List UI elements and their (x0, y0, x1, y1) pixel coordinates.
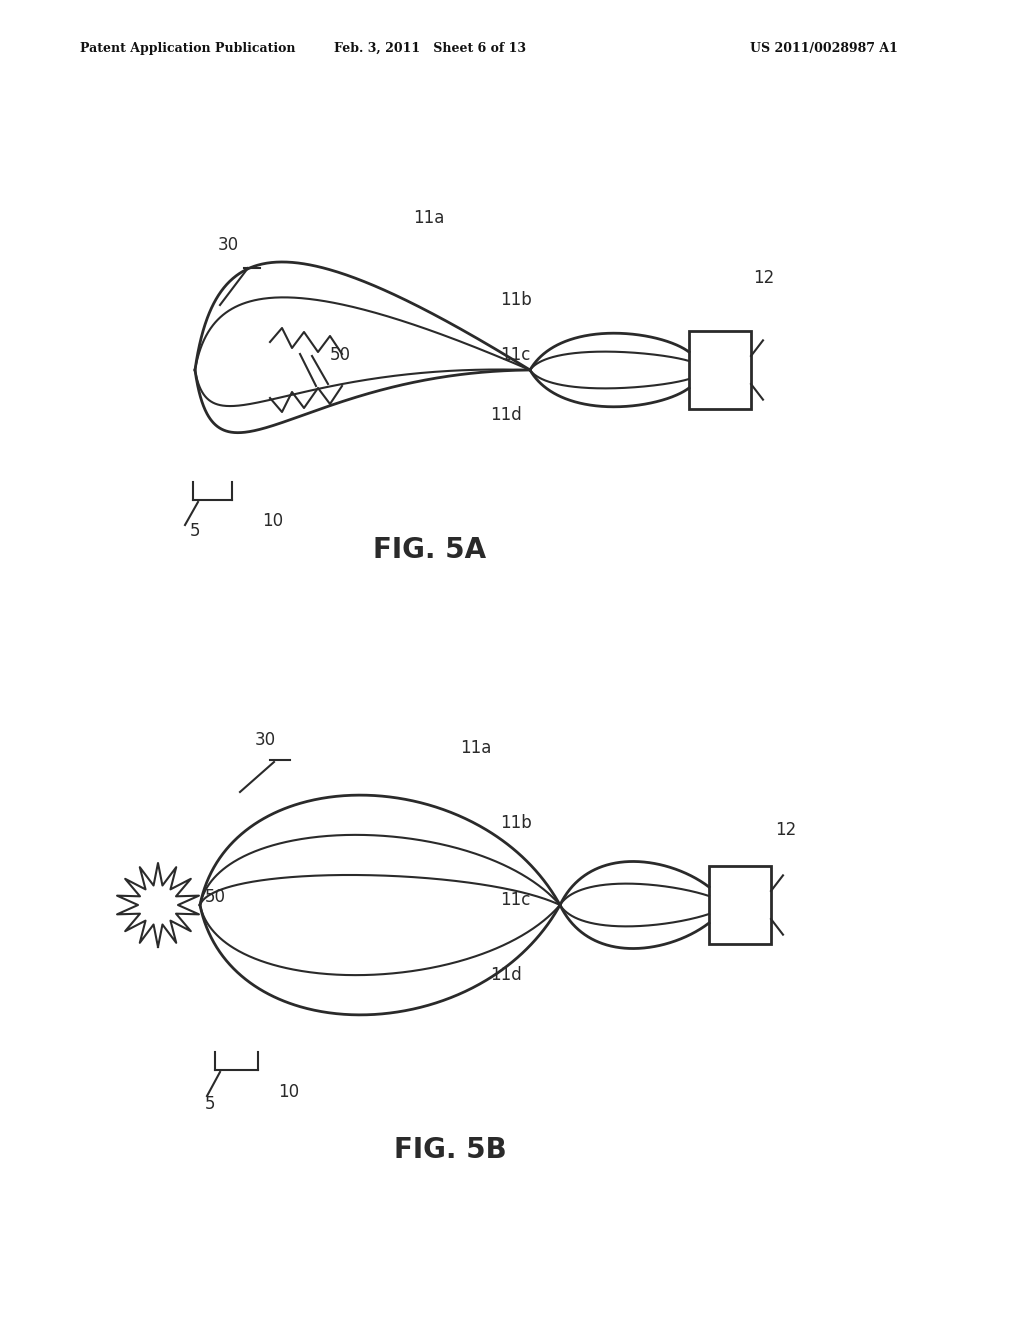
Text: 11c: 11c (500, 891, 530, 909)
Text: 50: 50 (205, 888, 226, 906)
Text: 12: 12 (753, 269, 774, 286)
Text: 30: 30 (217, 236, 239, 253)
Text: Patent Application Publication: Patent Application Publication (80, 42, 296, 55)
Text: Feb. 3, 2011   Sheet 6 of 13: Feb. 3, 2011 Sheet 6 of 13 (334, 42, 526, 55)
Text: 11a: 11a (413, 209, 444, 227)
Text: 5: 5 (189, 521, 201, 540)
Text: 11b: 11b (500, 814, 531, 832)
Text: 12: 12 (775, 821, 797, 840)
Text: 10: 10 (278, 1082, 299, 1101)
Text: FIG. 5A: FIG. 5A (374, 536, 486, 564)
Text: 11c: 11c (500, 346, 530, 364)
Text: 10: 10 (262, 512, 283, 531)
Text: 11d: 11d (490, 407, 522, 424)
Text: 11a: 11a (460, 739, 492, 756)
Text: 11d: 11d (490, 966, 522, 983)
Bar (709, 866, 771, 944)
Text: 5: 5 (205, 1096, 215, 1113)
Text: 50: 50 (330, 346, 351, 364)
Text: US 2011/0028987 A1: US 2011/0028987 A1 (750, 42, 898, 55)
Text: 11b: 11b (500, 290, 531, 309)
Bar (689, 331, 751, 409)
Text: FIG. 5B: FIG. 5B (393, 1137, 507, 1164)
Text: 30: 30 (254, 731, 275, 748)
